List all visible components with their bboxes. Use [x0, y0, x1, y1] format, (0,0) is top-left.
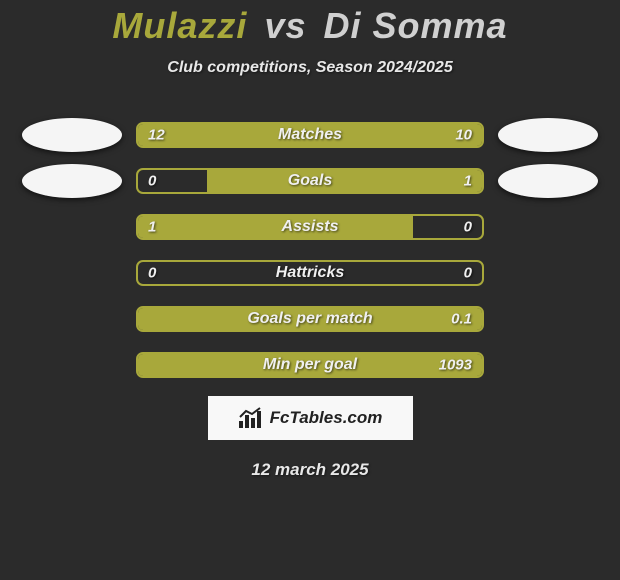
stat-right-value: 0: [464, 265, 472, 282]
player2-name: Di Somma: [324, 5, 508, 46]
stat-right-value: 0.1: [451, 311, 472, 328]
brand-icon: [238, 407, 264, 429]
stat-label: Hattricks: [276, 264, 344, 282]
stat-bar: 0 0 Hattricks: [136, 260, 484, 286]
stat-bar: 1 0 Assists: [136, 214, 484, 240]
stat-label: Min per goal: [263, 356, 357, 374]
stat-right-value: 1: [464, 173, 472, 190]
player2-avatar: [498, 164, 598, 198]
stat-bar: 0.1 Goals per match: [136, 306, 484, 332]
player1-avatar: [22, 164, 122, 198]
stat-label: Matches: [278, 126, 342, 144]
stat-row: 1093 Min per goal: [8, 352, 612, 378]
date-text: 12 march 2025: [0, 460, 620, 480]
stat-row: 0.1 Goals per match: [8, 306, 612, 332]
stat-right-value: 10: [455, 127, 472, 144]
stat-bar: 1093 Min per goal: [136, 352, 484, 378]
stat-label: Goals: [288, 172, 332, 190]
avatar-slot-left: [8, 118, 136, 152]
bar-fill-right: [207, 170, 482, 192]
bar-fill-left: [138, 216, 413, 238]
stat-left-value: 0: [148, 173, 156, 190]
stats-container: 1210Matches01Goals10Assists00Hattricks0.…: [0, 122, 620, 378]
player2-avatar: [498, 118, 598, 152]
stat-row: 0 1 Goals: [8, 168, 612, 194]
vs-text: vs: [264, 5, 306, 46]
subtitle: Club competitions, Season 2024/2025: [0, 59, 620, 77]
avatar-slot-right: [484, 164, 612, 198]
stat-bar: 12 10 Matches: [136, 122, 484, 148]
stat-left-value: 0: [148, 265, 156, 282]
stat-row: 1 0 Assists: [8, 214, 612, 240]
stat-right-value: 0: [464, 219, 472, 236]
player1-name: Mulazzi: [112, 5, 247, 46]
stat-row: 12 10 Matches: [8, 122, 612, 148]
player1-avatar: [22, 118, 122, 152]
comparison-title: Mulazzi vs Di Somma: [0, 5, 620, 47]
stat-left-value: 1: [148, 219, 156, 236]
brand-text: FcTables.com: [270, 408, 383, 428]
stat-left-value: 12: [148, 127, 165, 144]
stat-right-value: 1093: [439, 357, 472, 374]
stat-label: Assists: [282, 218, 339, 236]
stat-bar: 0 1 Goals: [136, 168, 484, 194]
brand-badge[interactable]: FcTables.com: [208, 396, 413, 440]
stat-row: 0 0 Hattricks: [8, 260, 612, 286]
avatar-slot-right: [484, 118, 612, 152]
stat-label: Goals per match: [247, 310, 372, 328]
avatar-slot-left: [8, 164, 136, 198]
